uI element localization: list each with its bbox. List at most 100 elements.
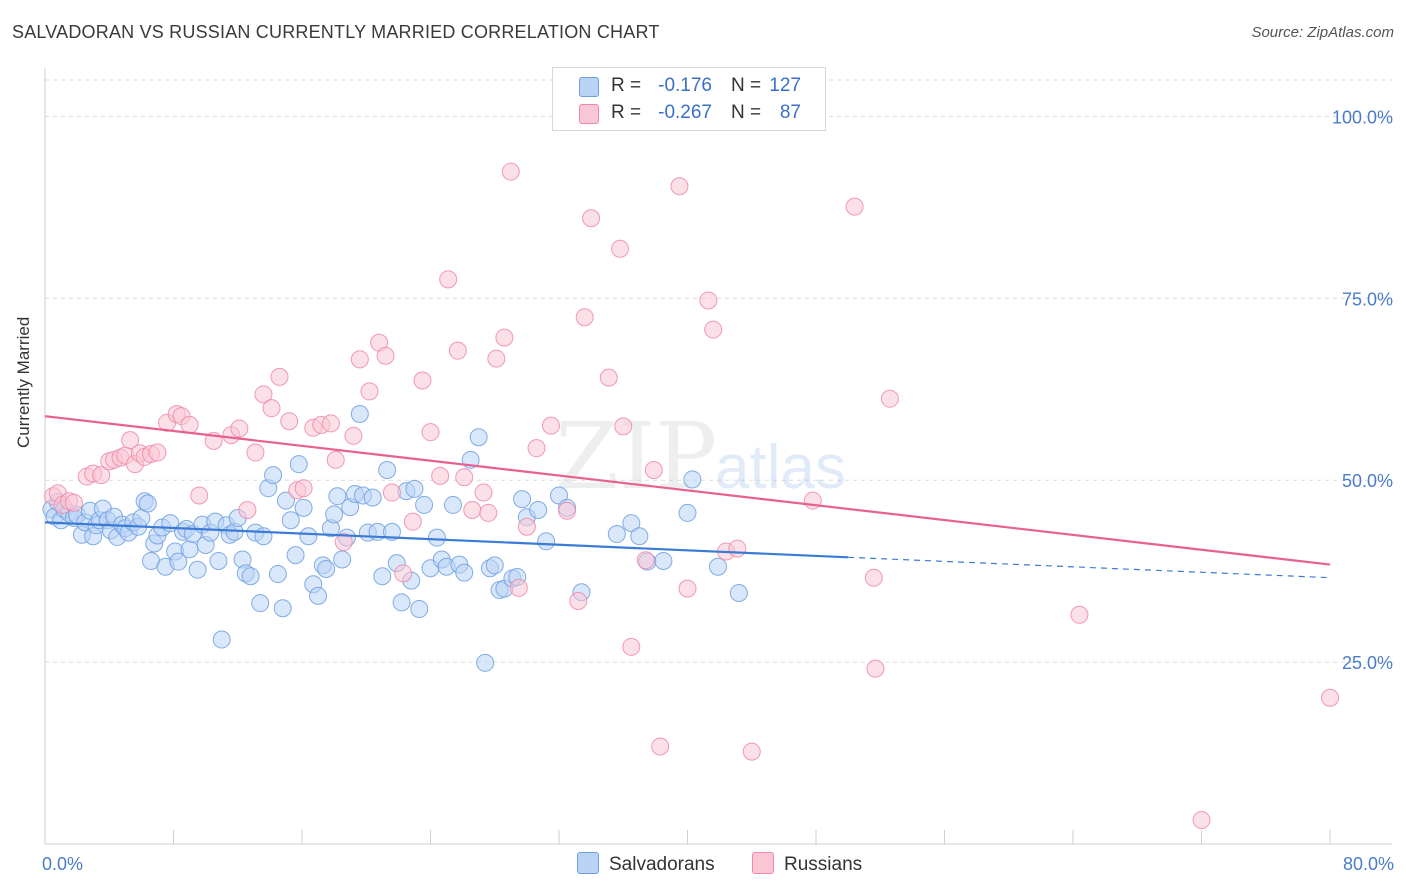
data-point-russians [262, 399, 281, 418]
data-point-russians [742, 742, 761, 761]
data-point-salvadorans [268, 565, 287, 584]
data-point-salvadorans [294, 498, 313, 517]
data-point-russians [622, 637, 641, 656]
y-tick-label: 50.0% [1342, 471, 1393, 491]
n-value: 87 [779, 102, 801, 123]
legend-item-salvadorans[interactable]: Salvadorans [577, 852, 715, 876]
data-point-russians [479, 503, 498, 522]
data-point-salvadorans [251, 594, 270, 613]
data-point-salvadorans [373, 567, 392, 586]
data-point-salvadorans [138, 494, 157, 513]
trend-line-extension-salvadorans [848, 556, 1331, 579]
data-point-russians [670, 177, 689, 196]
data-point-russians [517, 517, 536, 536]
data-point-salvadorans [209, 551, 228, 570]
chart-title: SALVADORAN VS RUSSIAN CURRENTLY MARRIED … [12, 22, 660, 42]
watermark-zip: ZIP [555, 403, 717, 510]
data-point-russians [575, 308, 594, 327]
data-point-russians [382, 483, 401, 502]
data-point-salvadorans [630, 527, 649, 546]
data-point-russians [599, 368, 618, 387]
data-point-russians [344, 426, 363, 445]
data-point-russians [1321, 688, 1339, 707]
data-point-russians [644, 461, 663, 480]
legend-swatch-russians [752, 852, 774, 874]
data-point-russians [254, 385, 273, 404]
data-point-russians [651, 737, 670, 756]
data-point-russians [413, 371, 432, 390]
trend-line-salvadorans [44, 521, 849, 559]
data-point-salvadorans [513, 490, 532, 509]
stats-swatch-salvadorans [579, 77, 599, 97]
data-point-russians [866, 659, 885, 678]
data-point-russians [611, 239, 630, 258]
data-point-russians [845, 197, 864, 216]
legend-item-russians[interactable]: Russians [752, 852, 862, 876]
data-point-russians [246, 443, 265, 462]
data-point-russians [501, 162, 520, 181]
data-point-russians [334, 533, 353, 552]
data-point-russians [487, 349, 506, 368]
data-point-salvadorans [273, 599, 292, 618]
data-point-russians [421, 423, 440, 442]
data-point-russians [880, 389, 899, 408]
data-point-salvadorans [427, 528, 446, 547]
n-label: N = [731, 75, 762, 96]
data-point-russians [180, 415, 199, 434]
data-point-russians [230, 419, 249, 438]
data-point-russians [509, 578, 528, 597]
data-point-russians [728, 539, 747, 558]
axes [44, 68, 1392, 845]
data-point-russians [360, 382, 379, 401]
data-point-salvadorans [180, 540, 199, 559]
data-point-russians [448, 341, 467, 360]
r-value: -0.176 [658, 75, 712, 96]
data-point-salvadorans [333, 550, 352, 569]
data-point-russians [527, 439, 546, 458]
data-point-russians [376, 346, 395, 365]
data-point-salvadorans [455, 563, 474, 582]
data-point-russians [495, 328, 514, 347]
data-point-russians [582, 209, 601, 228]
stats-box: R = -0.176 N = 127 R = -0.267 N = 87 [552, 67, 826, 131]
y-tick-label: 100.0% [1332, 107, 1393, 127]
data-points [42, 162, 1339, 829]
data-point-salvadorans [529, 501, 548, 520]
data-point-salvadorans [683, 470, 702, 489]
legend-label-salvadorans: Salvadorans [609, 854, 715, 875]
data-point-russians [280, 412, 299, 431]
data-point-russians [439, 270, 458, 289]
data-point-salvadorans [443, 495, 462, 514]
watermark: ZIP atlas [555, 403, 846, 510]
data-point-salvadorans [392, 593, 411, 612]
data-point-salvadorans [241, 567, 260, 586]
data-point-russians [699, 291, 718, 310]
data-point-russians [431, 466, 450, 485]
data-point-russians [614, 417, 633, 436]
data-point-salvadorans [169, 552, 188, 571]
data-point-russians [403, 512, 422, 531]
data-point-salvadorans [678, 503, 697, 522]
data-point-salvadorans [281, 511, 300, 530]
data-point-salvadorans [350, 404, 369, 423]
r-label: R = [611, 102, 642, 123]
watermark-atlas: atlas [715, 433, 846, 502]
data-point-salvadorans [382, 522, 401, 541]
data-point-russians [864, 568, 883, 587]
data-point-salvadorans [485, 556, 504, 575]
data-point-salvadorans [607, 525, 626, 544]
series-russians [44, 162, 1339, 829]
stats-swatch-russians [579, 104, 599, 124]
data-point-russians [294, 479, 313, 498]
data-point-russians [1070, 605, 1089, 624]
data-point-salvadorans [363, 488, 382, 507]
x-tick-label-min: 0.0% [42, 854, 83, 874]
data-point-salvadorans [299, 527, 318, 546]
trend-line-russians [44, 415, 1331, 566]
data-point-russians [463, 501, 482, 520]
series-salvadorans [42, 404, 748, 672]
data-point-salvadorans [537, 532, 556, 551]
data-point-russians [350, 350, 369, 369]
data-point-russians [678, 579, 697, 598]
